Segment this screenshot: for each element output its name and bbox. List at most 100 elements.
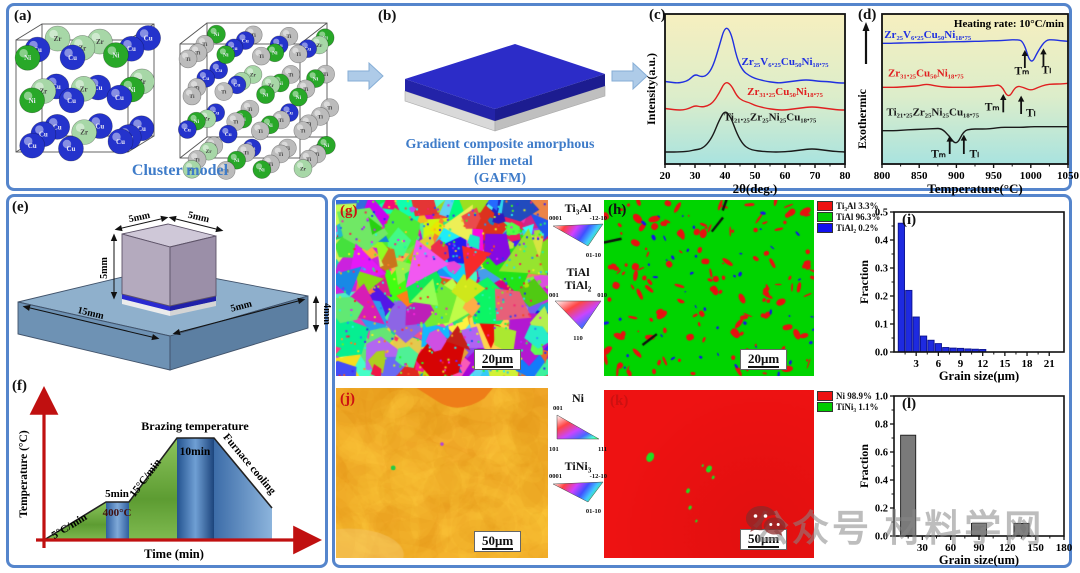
scalebar-j: 50μm <box>474 531 522 552</box>
svg-text:950: 950 <box>985 170 1002 182</box>
svg-text:Cu: Cu <box>95 122 104 130</box>
svg-text:0.0: 0.0 <box>875 532 888 543</box>
panel-b-caption: Gradient composite amorphous filler meta… <box>365 136 635 187</box>
svg-text:Cu: Cu <box>115 94 124 102</box>
svg-text:Fraction: Fraction <box>857 260 871 304</box>
svg-text:Ni: Ni <box>272 51 278 57</box>
ipf-corner-label: 101 <box>549 446 559 453</box>
svg-text:Ti₂₁.₂₅Zr₂₅Ni₂₅Cu₁₈.₇₅: Ti₂₁.₂₅Zr₂₅Ni₂₅Cu₁₈.₇₅ <box>886 107 979 119</box>
ipf-corner-label: 01-10 <box>585 508 601 515</box>
phase-legend-row: TiNi₃ 1.1% <box>817 402 879 412</box>
svg-text:Tₘ: Tₘ <box>931 148 946 160</box>
ebsd-ipf-map-joint <box>336 200 548 376</box>
panel-c-tag: (c) <box>649 7 666 23</box>
svg-text:Ti: Ti <box>233 120 239 126</box>
svg-text:3: 3 <box>913 358 919 370</box>
svg-text:Ni: Ni <box>324 143 330 149</box>
scalebar-k: 50μm <box>740 529 788 550</box>
hold2-time-label: 10min <box>180 446 211 458</box>
svg-text:Zr: Zr <box>79 44 87 52</box>
phase-legend-row: TiAl 96.3% <box>817 212 880 222</box>
flow-arrow-icon <box>611 61 648 91</box>
svg-text:1000: 1000 <box>1020 170 1043 182</box>
dsc-plot: Ti₂₁.₂₅Zr₂₅Ni₂₅Cu₁₈.₇₅ Tₘ Tₗ Zr₃₁.₂₅Cu₅₀Ni₁… <box>855 13 1080 196</box>
grain-size-histogram-joint: 3 6 9 12 15 18 21 0.0 0.1 0.2 0.3 0.4 0.5 Grain size(… <box>857 208 1065 383</box>
ebsd-ipf-map-ni <box>336 388 548 558</box>
svg-text:120: 120 <box>999 542 1016 554</box>
panel-h-tag: (h) <box>608 202 627 218</box>
dim-cube-height: 5mm <box>99 257 110 279</box>
svg-text:Cu: Cu <box>230 46 237 52</box>
svg-text:0.6: 0.6 <box>875 448 888 459</box>
svg-text:Ni: Ni <box>296 95 302 101</box>
svg-text:Zr₂₅V₆.₂₅Cu₅₀Ni₁₈.₇₅: Zr₂₅V₆.₂₅Cu₅₀Ni₁₈.₇₅ <box>884 29 972 41</box>
svg-text:0.4: 0.4 <box>875 476 889 487</box>
svg-text:70: 70 <box>810 170 822 182</box>
hold1-time-label: 5min <box>105 488 129 500</box>
phase-legend-h: Ti₃Al 3.3% TiAl 96.3% TiAl₂ 0.2% <box>817 201 880 234</box>
svg-text:Ti: Ti <box>194 85 200 91</box>
svg-text:Fraction: Fraction <box>857 444 871 488</box>
svg-text:Ti: Ti <box>279 118 285 124</box>
hold1-temp-label: 400°C <box>103 507 132 519</box>
svg-text:Exothermic: Exothermic <box>855 88 869 149</box>
svg-text:Cu: Cu <box>66 145 75 153</box>
panel-f-tag: (f) <box>12 378 27 394</box>
phase-label: Ni 98.9% <box>836 391 872 401</box>
dim-base-height: 4mm <box>321 303 332 325</box>
svg-text:Zr: Zr <box>204 117 211 123</box>
svg-text:180: 180 <box>1056 542 1073 554</box>
phase-label: Ti₃Al 3.3% <box>836 201 879 211</box>
svg-text:Cu: Cu <box>304 47 311 53</box>
svg-text:0.4: 0.4 <box>875 236 889 247</box>
svg-text:Zr: Zr <box>316 43 323 49</box>
svg-text:2θ(deg.): 2θ(deg.) <box>733 181 778 196</box>
svg-text:21: 21 <box>1044 358 1055 370</box>
svg-text:Zr: Zr <box>80 129 88 137</box>
ipf-corner-label: 001 <box>553 405 563 412</box>
svg-text:Ni: Ni <box>194 119 200 125</box>
svg-text:Cu: Cu <box>94 84 103 92</box>
svg-text:Ni: Ni <box>277 81 283 87</box>
svg-text:800: 800 <box>874 170 891 182</box>
flow-arrow-icon <box>347 61 384 91</box>
svg-text:1050: 1050 <box>1057 170 1080 182</box>
svg-text:Cu: Cu <box>184 127 191 133</box>
panel-g-tag: (g) <box>340 203 358 219</box>
panel-a-caption: Cluster model <box>131 162 229 179</box>
svg-text:Ni: Ni <box>29 97 36 105</box>
phase-title-tial2: TiAl₂ <box>564 278 592 292</box>
svg-text:Ti: Ti <box>251 33 257 39</box>
svg-text:Ti: Ti <box>244 151 250 157</box>
ipf-legend-j: Ni 001 101 111 TiNi₃ 0001 -12-10 01-10 <box>549 392 607 516</box>
phase-label: TiAl₂ 0.2% <box>836 223 879 233</box>
svg-text:0.8: 0.8 <box>875 420 888 431</box>
ipf-corner-label: 0001 <box>549 473 562 480</box>
svg-text:Zr: Zr <box>206 149 213 155</box>
svg-text:Cu: Cu <box>202 76 209 82</box>
svg-text:60: 60 <box>780 170 792 182</box>
svg-text:Ni: Ni <box>267 123 273 129</box>
svg-text:Zr: Zr <box>138 78 146 86</box>
svg-text:Ni: Ni <box>24 54 31 62</box>
svg-text:Ti: Ti <box>189 94 195 100</box>
phase-color-swatch <box>817 212 833 222</box>
svg-text:Heating rate: 10°C/min: Heating rate: 10°C/min <box>954 18 1064 30</box>
svg-text:Zr: Zr <box>40 88 48 96</box>
svg-text:Ti: Ti <box>300 129 306 135</box>
scalebar-h: 20μm <box>740 349 788 370</box>
svg-text:Tₘ: Tₘ <box>1014 66 1029 78</box>
svg-text:Cu: Cu <box>39 131 48 139</box>
ipf-triangle-cubic-icon <box>554 300 602 330</box>
temperature-axis-label: Temperature (°C) <box>18 430 30 517</box>
panel-b-tag: (b) <box>378 8 397 24</box>
svg-text:Ti: Ti <box>318 114 324 120</box>
panel-e-tag: (e) <box>12 199 29 215</box>
svg-text:Ni: Ni <box>112 52 119 60</box>
brazing-temperature-label: Brazing temperature <box>141 419 249 433</box>
ipf-corner-label: 010 <box>597 292 607 299</box>
svg-text:Ti: Ti <box>286 34 292 40</box>
svg-text:900: 900 <box>948 170 965 182</box>
svg-text:Grain size(μm): Grain size(μm) <box>939 369 1019 383</box>
svg-text:Ti: Ti <box>195 157 201 163</box>
